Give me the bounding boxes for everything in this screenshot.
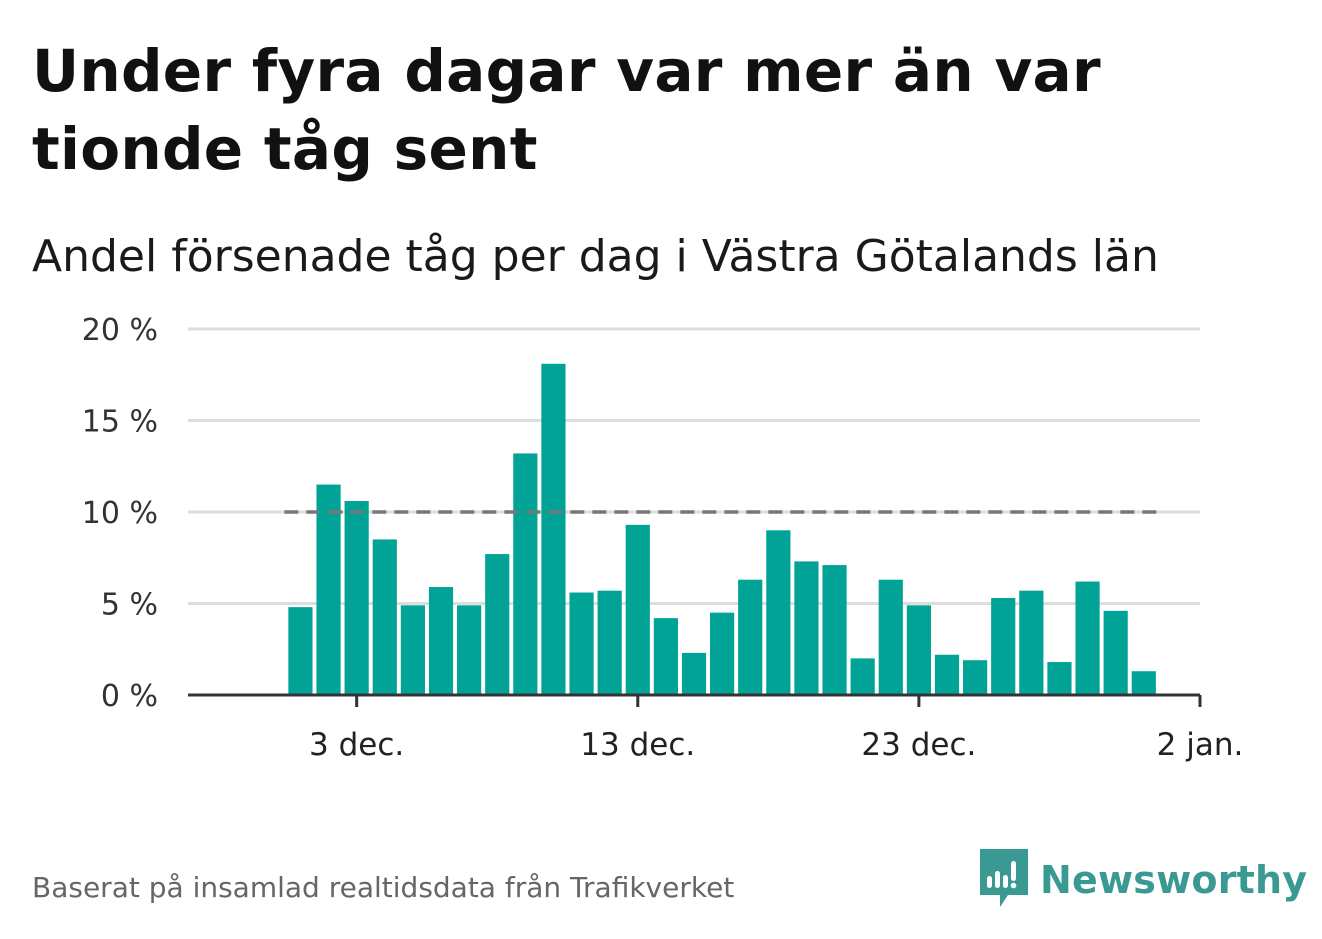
bar — [316, 484, 341, 695]
bar — [428, 587, 454, 695]
bar — [906, 605, 931, 695]
bar — [344, 501, 369, 695]
bar — [541, 363, 566, 695]
bar — [372, 539, 397, 695]
bar — [850, 658, 875, 695]
bar — [681, 652, 707, 695]
bar — [710, 612, 735, 695]
x-tick-label: 2 jan. — [1157, 727, 1244, 763]
bar — [569, 592, 594, 695]
chart-title: Under fyra dagar var mer än var tionde t… — [32, 37, 1101, 183]
bar — [991, 598, 1016, 695]
bar — [1019, 590, 1044, 695]
bar — [738, 579, 763, 695]
bar — [288, 607, 313, 695]
y-tick-label: 10 % — [82, 496, 158, 531]
bars — [288, 363, 1156, 695]
bar-chart: 0 % 5 % 10 % 15 % 20 % 3 dec. 13 dec. 23 dec. 2 … — [82, 313, 1244, 763]
bar — [794, 561, 819, 695]
y-tick-label: 15 % — [82, 405, 158, 440]
y-tick-label: 5 % — [101, 588, 158, 623]
bar — [457, 605, 482, 695]
chart-subtitle: Andel försenade tåg per dag i Västra Göt… — [32, 231, 1159, 282]
bar — [822, 565, 847, 695]
bar — [934, 654, 960, 695]
axes: 0 % 5 % 10 % 15 % 20 % 3 dec. 13 dec. 23 dec. 2 … — [82, 313, 1244, 763]
bar — [653, 618, 678, 695]
bar — [963, 660, 988, 695]
bar — [1103, 610, 1128, 695]
bar — [400, 605, 425, 695]
bar — [513, 453, 538, 695]
bar — [766, 530, 791, 695]
y-tick-label: 20 % — [82, 313, 158, 348]
bar — [878, 579, 903, 695]
x-tick-label: 13 dec. — [580, 727, 695, 763]
bar — [625, 524, 650, 695]
bar — [597, 590, 622, 695]
x-tick-label: 3 dec. — [309, 727, 404, 763]
brand-name: Newsworthy — [1040, 858, 1308, 902]
bar — [485, 554, 510, 695]
bar — [1131, 671, 1156, 695]
source-note: Baserat på insamlad realtidsdata från Tr… — [32, 871, 735, 904]
bar — [1047, 662, 1072, 695]
newsworthy-logo-icon — [980, 849, 1028, 907]
y-tick-label: 0 % — [101, 679, 158, 714]
bar — [1075, 581, 1100, 695]
x-tick-label: 23 dec. — [861, 727, 976, 763]
brand-logo: Newsworthy — [980, 848, 1307, 912]
